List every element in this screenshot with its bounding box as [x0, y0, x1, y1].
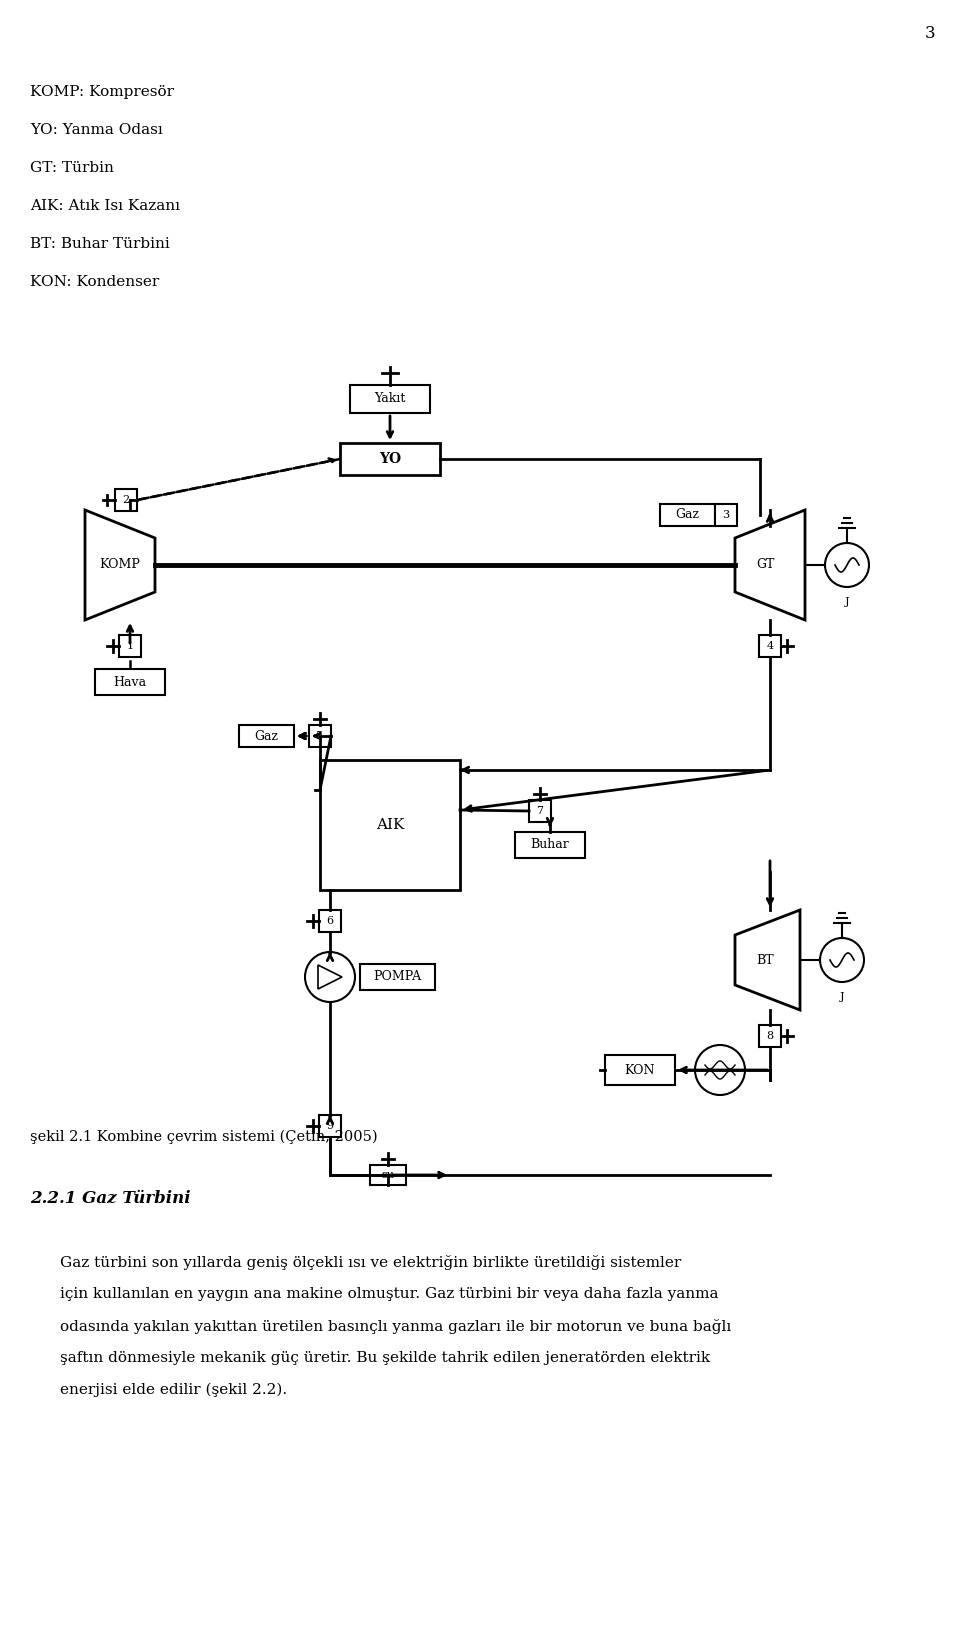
Bar: [239, 725, 294, 748]
Bar: [350, 384, 430, 412]
Text: enerjisi elde edilir (şekil 2.2).: enerjisi elde edilir (şekil 2.2).: [60, 1382, 287, 1397]
Text: 5: 5: [317, 731, 324, 741]
Bar: [759, 635, 781, 658]
Bar: [340, 443, 440, 474]
Text: KON: KON: [625, 1063, 656, 1076]
Text: Buhar: Buhar: [531, 839, 569, 851]
Text: 9: 9: [326, 1121, 333, 1130]
Bar: [319, 910, 341, 933]
Text: YO: Yanma Odası: YO: Yanma Odası: [30, 123, 163, 137]
Bar: [759, 1026, 781, 1047]
Text: AIK: Atık Isı Kazanı: AIK: Atık Isı Kazanı: [30, 200, 180, 213]
Text: YO: YO: [379, 452, 401, 466]
Text: 3: 3: [924, 25, 935, 43]
Text: KOMP: KOMP: [100, 558, 140, 571]
Bar: [360, 964, 435, 990]
Text: şekil 2.1 Kombine çevrim sistemi (Çetin, 2005): şekil 2.1 Kombine çevrim sistemi (Çetin,…: [30, 1130, 377, 1145]
Text: odasında yakılan yakıttan üretilen basınçlı yanma gazları ile bir motorun ve bun: odasında yakılan yakıttan üretilen basın…: [60, 1319, 732, 1333]
Text: GT: Türbin: GT: Türbin: [30, 160, 114, 175]
Bar: [320, 761, 460, 890]
Text: Gaz türbini son yıllarda geniş ölçekli ısı ve elektriğin birlikte üretildiği sis: Gaz türbini son yıllarda geniş ölçekli ı…: [60, 1255, 682, 1270]
Text: Gaz: Gaz: [254, 730, 278, 743]
Text: şaftın dönmesiyle mekanik güç üretir. Bu şekilde tahrik edilen jeneratörden elek: şaftın dönmesiyle mekanik güç üretir. Bu…: [60, 1351, 710, 1364]
Text: 2: 2: [123, 496, 130, 506]
Text: için kullanılan en yaygın ana makine olmuştur. Gaz türbini bir veya daha fazla y: için kullanılan en yaygın ana makine olm…: [60, 1288, 718, 1301]
Bar: [309, 725, 331, 748]
Bar: [515, 833, 585, 857]
Bar: [115, 489, 137, 510]
Text: POMPA: POMPA: [373, 970, 421, 983]
Text: BT: BT: [756, 954, 774, 967]
Text: 1: 1: [127, 641, 133, 651]
Text: GT: GT: [756, 558, 774, 571]
Text: Gaz: Gaz: [675, 509, 699, 522]
Text: Hava: Hava: [113, 676, 147, 689]
Bar: [319, 1116, 341, 1137]
Text: BT: Buhar Türbini: BT: Buhar Türbini: [30, 237, 170, 250]
Text: 8: 8: [766, 1031, 774, 1040]
Bar: [660, 504, 715, 527]
Bar: [370, 1165, 406, 1184]
Text: AIK: AIK: [375, 818, 404, 833]
Text: J: J: [845, 597, 850, 607]
Text: KON: Kondenser: KON: Kondenser: [30, 275, 159, 290]
Text: 4: 4: [766, 641, 774, 651]
Text: 7: 7: [537, 807, 543, 816]
Text: KOMP: Kompresör: KOMP: Kompresör: [30, 85, 174, 100]
Bar: [95, 669, 165, 695]
Text: 3: 3: [723, 510, 730, 520]
Bar: [119, 635, 141, 658]
Text: 6: 6: [326, 916, 333, 926]
Text: su: su: [381, 1170, 395, 1180]
Bar: [715, 504, 737, 527]
Text: Yakıt: Yakıt: [374, 393, 406, 406]
Bar: [605, 1055, 675, 1085]
Text: J: J: [840, 991, 844, 1001]
Bar: [529, 800, 551, 821]
Text: 2.2.1 Gaz Türbini: 2.2.1 Gaz Türbini: [30, 1189, 191, 1207]
